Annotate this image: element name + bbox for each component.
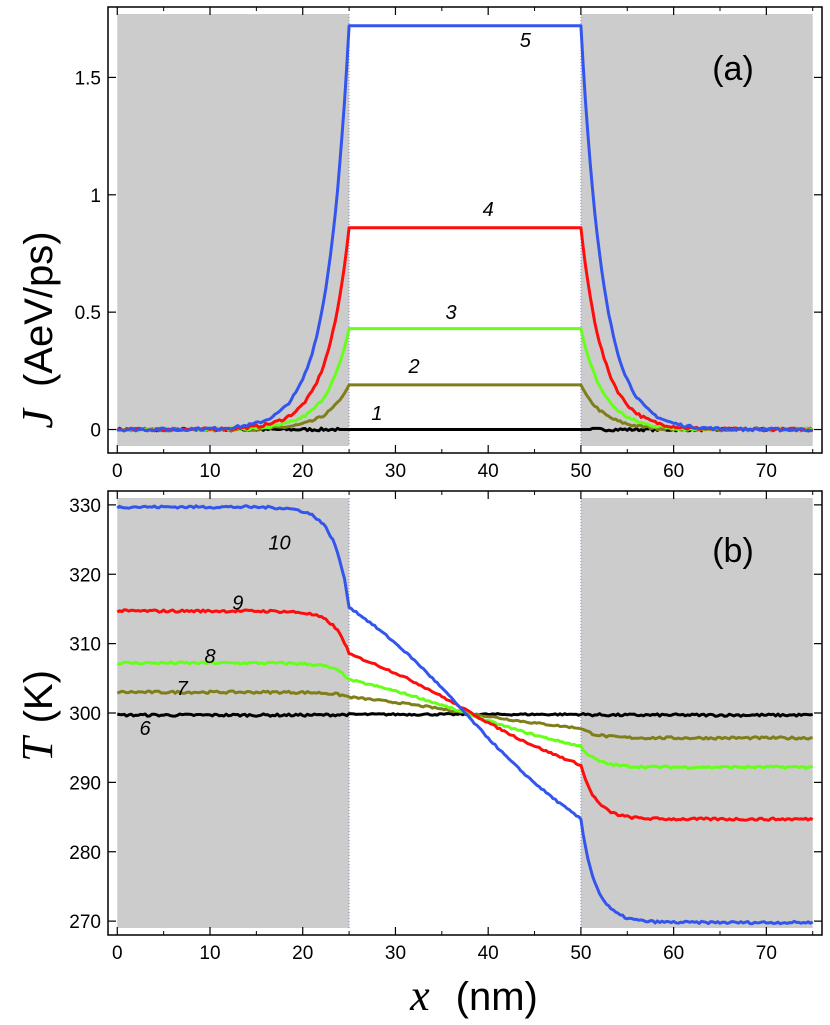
panel-b-xlabel-symbol: x [409, 971, 430, 1020]
x-tick-label: 40 [478, 943, 499, 964]
y-tick-label: 300 [69, 704, 101, 725]
x-tick-label: 0 [112, 943, 123, 964]
y-tick-label: 310 [69, 635, 101, 656]
y-tick-label: 1.5 [75, 68, 101, 89]
x-tick-label: 30 [385, 943, 406, 964]
curve-label-1: 1 [371, 403, 382, 425]
y-tick-label: 1 [90, 186, 101, 207]
y-tick-label: 270 [69, 912, 101, 933]
shaded-region-2 [580, 14, 813, 446]
x-tick-label: 20 [292, 461, 313, 482]
panel-b-ylabel-unit: (K) [17, 670, 61, 723]
panel-b-ylabel-symbol: T [13, 734, 62, 762]
svg-text:T (K): T (K) [13, 670, 62, 762]
panel-a-ylabel: J (AeV/ps) [13, 231, 62, 428]
x-tick-label: 70 [756, 943, 777, 964]
curve-10 [116, 504, 814, 926]
y-tick-label: 290 [69, 773, 101, 794]
panel-b-frame [107, 490, 823, 936]
x-tick-label: 70 [756, 461, 777, 482]
y-tick-label: 320 [69, 565, 101, 586]
panel-b-curves [116, 504, 814, 926]
x-tick-label: 60 [663, 943, 684, 964]
curve-label-3: 3 [446, 302, 457, 324]
panel-b-ticks: 0 10 20 30 40 50 60 70 270 280 290 300 310 320 330 [69, 491, 822, 964]
curve-label-8: 8 [204, 646, 215, 668]
panel-a-shaded-regions [117, 14, 813, 446]
panel-b-ylabel: T (K) [13, 670, 62, 762]
panel-a-curves [116, 24, 814, 433]
panel-b-xlabel-unit: (nm) [456, 975, 538, 1019]
x-tick-label: 20 [292, 943, 313, 964]
svg-text:J (AeV/ps): J (AeV/ps) [13, 231, 62, 428]
panel-a-frame [107, 6, 823, 454]
panel-b: 0 10 20 30 40 50 60 70 270 280 290 300 310 320 330 6 78… [13, 490, 823, 1020]
panel-a-ticks: 0 10 20 30 40 50 60 70 0 0.5 1 1.5 [75, 7, 822, 482]
y-tick-label: 280 [69, 843, 101, 864]
x-tick-label: 50 [570, 461, 591, 482]
x-tick-label: 0 [112, 461, 123, 482]
curve-9 [116, 608, 814, 822]
curve-label-10: 10 [268, 532, 290, 554]
curve-label-2: 2 [407, 356, 419, 378]
x-tick-label: 60 [663, 461, 684, 482]
panel-a-ylabel-unit: (AeV/ps) [17, 231, 61, 387]
curve-label-6: 6 [140, 718, 152, 740]
curve-label-5: 5 [520, 30, 532, 52]
panel-b-xlabel: x (nm) [409, 971, 538, 1020]
x-tick-label: 30 [385, 461, 406, 482]
panel-a: 0 10 20 30 40 50 60 70 0 0.5 1 1.5 1 2 3 4 5 (a) J (AeV… [13, 6, 823, 482]
y-tick-label: 0 [90, 421, 101, 442]
curve-label-7: 7 [177, 678, 189, 700]
curve-label-4: 4 [483, 199, 494, 221]
panel-b-curve-labels: 6 78 9 10 [140, 532, 291, 740]
x-tick-label: 10 [199, 943, 220, 964]
panel-b-label: (b) [712, 532, 754, 570]
x-tick-label: 10 [199, 461, 220, 482]
x-tick-label: 50 [570, 943, 591, 964]
curve-5 [117, 24, 814, 433]
curve-label-9: 9 [232, 593, 243, 615]
y-tick-label: 0.5 [75, 303, 101, 324]
panel-a-ylabel-symbol: J [13, 407, 62, 429]
shaded-region-1 [117, 14, 350, 446]
x-tick-label: 40 [478, 461, 499, 482]
panel-a-curve-labels: 1 2 3 4 5 [371, 30, 531, 425]
y-tick-label: 330 [69, 496, 101, 517]
panel-a-label: (a) [712, 50, 754, 88]
